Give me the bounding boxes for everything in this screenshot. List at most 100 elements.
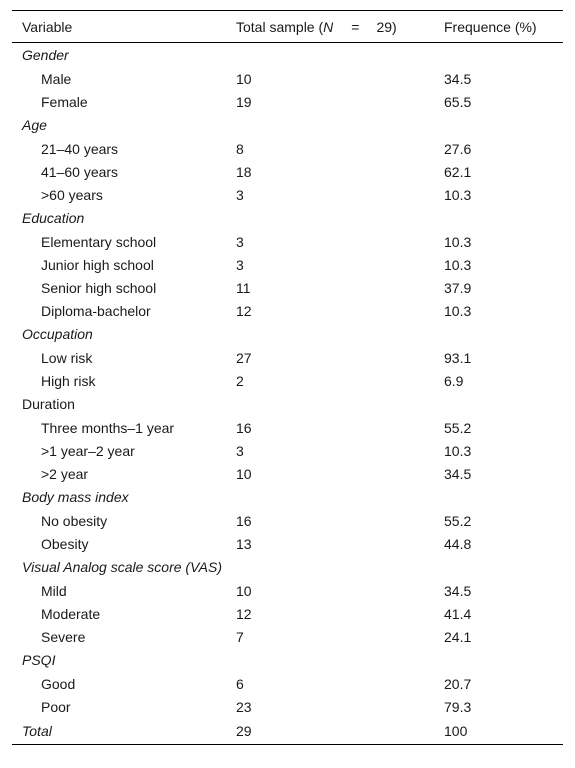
row-label: Low risk	[41, 349, 93, 366]
row-frequence: 10.3	[444, 256, 472, 273]
row-label: Poor	[41, 698, 71, 715]
row-label: High risk	[41, 372, 96, 389]
section-empty-cell	[226, 43, 435, 68]
row-label: Obesity	[41, 535, 89, 552]
row-label: Three months–1 year	[41, 419, 175, 436]
section-empty-cell	[226, 206, 435, 230]
row-total: 19	[236, 93, 252, 110]
row-frequence: 20.7	[444, 675, 472, 692]
table-row: Senior high school 11 37.9	[12, 276, 563, 299]
section-label: Age	[22, 117, 47, 133]
section-empty-cell	[435, 392, 563, 416]
header-total-n: N	[323, 18, 334, 35]
table-row: Female 19 65.5	[12, 90, 563, 113]
section-row: Duration	[12, 392, 563, 416]
row-total: 12	[236, 302, 252, 319]
row-frequence: 34.5	[444, 582, 472, 599]
row-total: 6	[236, 675, 244, 692]
row-label: No obesity	[41, 512, 108, 529]
row-total: 10	[236, 582, 252, 599]
row-total: 11	[236, 279, 251, 296]
section-row: PSQI	[12, 648, 563, 672]
section-empty-cell	[435, 648, 563, 672]
header-row: Variable Total sample (N = 29) Frequence (…	[12, 10, 563, 43]
row-label: >60 years	[41, 186, 103, 203]
section-row: Body mass index	[12, 485, 563, 509]
row-frequence: 79.3	[444, 698, 472, 715]
table-row: Three months–1 year 16 55.2	[12, 416, 563, 439]
section-empty-cell	[226, 113, 435, 137]
row-frequence: 44.8	[444, 535, 472, 552]
row-frequence: 34.5	[444, 465, 472, 482]
table-row: Male 10 34.5	[12, 67, 563, 90]
section-empty-cell	[226, 322, 435, 346]
table-row: 41–60 years 18 62.1	[12, 160, 563, 183]
table-row: 21–40 years 8 27.6	[12, 137, 563, 160]
section-row: Occupation	[12, 322, 563, 346]
row-frequence: 10.3	[444, 442, 472, 459]
row-label: Good	[41, 675, 76, 692]
table-row: Poor 23 79.3	[12, 695, 563, 718]
section-empty-cell	[435, 206, 563, 230]
row-label: Mild	[41, 582, 67, 599]
section-label: Occupation	[22, 326, 93, 342]
row-total: 3	[236, 186, 244, 203]
row-label: Male	[41, 70, 72, 87]
section-empty-cell	[435, 322, 563, 346]
row-total: 12	[236, 605, 252, 622]
section-label: Gender	[22, 47, 69, 63]
table-row: Obesity 13 44.8	[12, 532, 563, 555]
table-row: Moderate 12 41.4	[12, 602, 563, 625]
total-label: Total	[22, 723, 52, 739]
table-container: Variable Total sample (N = 29) Frequence (…	[12, 10, 563, 745]
header-total-sample: Total sample (N = 29)	[226, 11, 435, 43]
row-label: >2 year	[41, 465, 89, 482]
demographics-table: Variable Total sample (N = 29) Frequence (…	[12, 10, 563, 745]
row-total: 7	[236, 628, 244, 645]
row-label: Severe	[41, 628, 86, 645]
table-row: Mild 10 34.5	[12, 579, 563, 602]
row-label: Elementary school	[41, 233, 157, 250]
row-label: 41–60 years	[41, 163, 119, 180]
row-total: 23	[236, 698, 252, 715]
row-total: 10	[236, 465, 252, 482]
header-total-prefix: Total sample (	[236, 18, 324, 35]
row-frequence: 37.9	[444, 279, 472, 296]
table-row: Diploma-bachelor 12 10.3	[12, 299, 563, 322]
section-label: Duration	[22, 396, 75, 412]
table-row: No obesity 16 55.2	[12, 509, 563, 532]
section-row: Gender	[12, 43, 563, 68]
row-label: Moderate	[41, 605, 101, 622]
row-frequence: 93.1	[444, 349, 472, 366]
total-count: 29	[236, 723, 252, 739]
header-variable: Variable	[22, 18, 73, 35]
row-total: 18	[236, 163, 252, 180]
total-frequence: 100	[444, 723, 468, 739]
section-label: Visual Analog scale score (VAS)	[22, 559, 222, 575]
row-frequence: 6.9	[444, 372, 464, 389]
row-frequence: 41.4	[444, 605, 472, 622]
section-label: Education	[22, 210, 85, 226]
row-frequence: 27.6	[444, 140, 472, 157]
row-frequence: 10.3	[444, 302, 472, 319]
table-row: Low risk 27 93.1	[12, 346, 563, 369]
section-empty-cell	[226, 392, 435, 416]
row-total: 3	[236, 233, 244, 250]
row-frequence: 34.5	[444, 70, 472, 87]
section-empty-cell	[435, 485, 563, 509]
row-frequence: 55.2	[444, 419, 472, 436]
row-frequence: 55.2	[444, 512, 472, 529]
row-total: 3	[236, 256, 244, 273]
row-total: 16	[236, 419, 252, 436]
row-frequence: 10.3	[444, 233, 472, 250]
table-row: Severe 7 24.1	[12, 625, 563, 648]
table-row: Junior high school 3 10.3	[12, 253, 563, 276]
row-total: 2	[236, 372, 244, 389]
row-label: >1 year–2 year	[41, 442, 135, 459]
row-total: 27	[236, 349, 252, 366]
row-frequence: 10.3	[444, 186, 472, 203]
row-total: 13	[236, 535, 252, 552]
section-row: Education	[12, 206, 563, 230]
header-total-suffix: 29)	[376, 18, 397, 35]
table-row: >2 year 10 34.5	[12, 462, 563, 485]
